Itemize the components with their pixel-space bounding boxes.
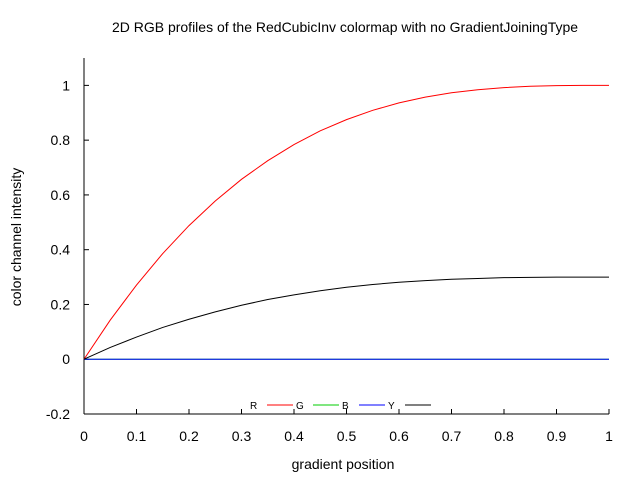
y-tick-label: -0.2: [46, 406, 70, 422]
x-tick-label: 0.9: [547, 428, 567, 444]
x-tick-label: 0.5: [337, 428, 357, 444]
plot-area: [83, 84, 609, 360]
legend-label-y: Y: [388, 401, 395, 412]
x-tick-label: 0: [80, 428, 88, 444]
x-axis-label: gradient position: [292, 456, 395, 472]
x-tick-label: 0.4: [284, 428, 304, 444]
x-tick-label: 1: [605, 428, 613, 444]
series-line-r: [83, 84, 609, 360]
y-tick-label: 0.4: [51, 242, 71, 258]
x-tick-label: 0.3: [232, 428, 252, 444]
legend-label-b: B: [342, 401, 349, 412]
x-tick-label: 0.1: [127, 428, 147, 444]
y-tick-label: 0.2: [51, 296, 71, 312]
x-tick-label: 0.2: [179, 428, 199, 444]
series-line-y: [83, 276, 609, 360]
y-tick-label: 0.8: [51, 132, 71, 148]
y-tick-label: 1: [62, 77, 70, 93]
legend-label-g: G: [296, 401, 304, 412]
axes: 0 0.1 0.2 0.3 0.4 0.5 0.6 0.7 0.8 0.9 1 -0.2 0 0.2 0.4…: [46, 58, 613, 444]
chart-title: 2D RGB profiles of the RedCubicInv color…: [112, 19, 578, 35]
x-tick-label: 0.7: [442, 428, 462, 444]
y-axis-label: color channel intensity: [8, 168, 24, 307]
legend-label-r: R: [250, 401, 257, 412]
x-tick-label: 0.8: [494, 428, 514, 444]
y-tick-label: 0: [62, 351, 70, 367]
x-tick-label: 0.6: [389, 428, 409, 444]
y-tick-label: 0.6: [51, 187, 71, 203]
